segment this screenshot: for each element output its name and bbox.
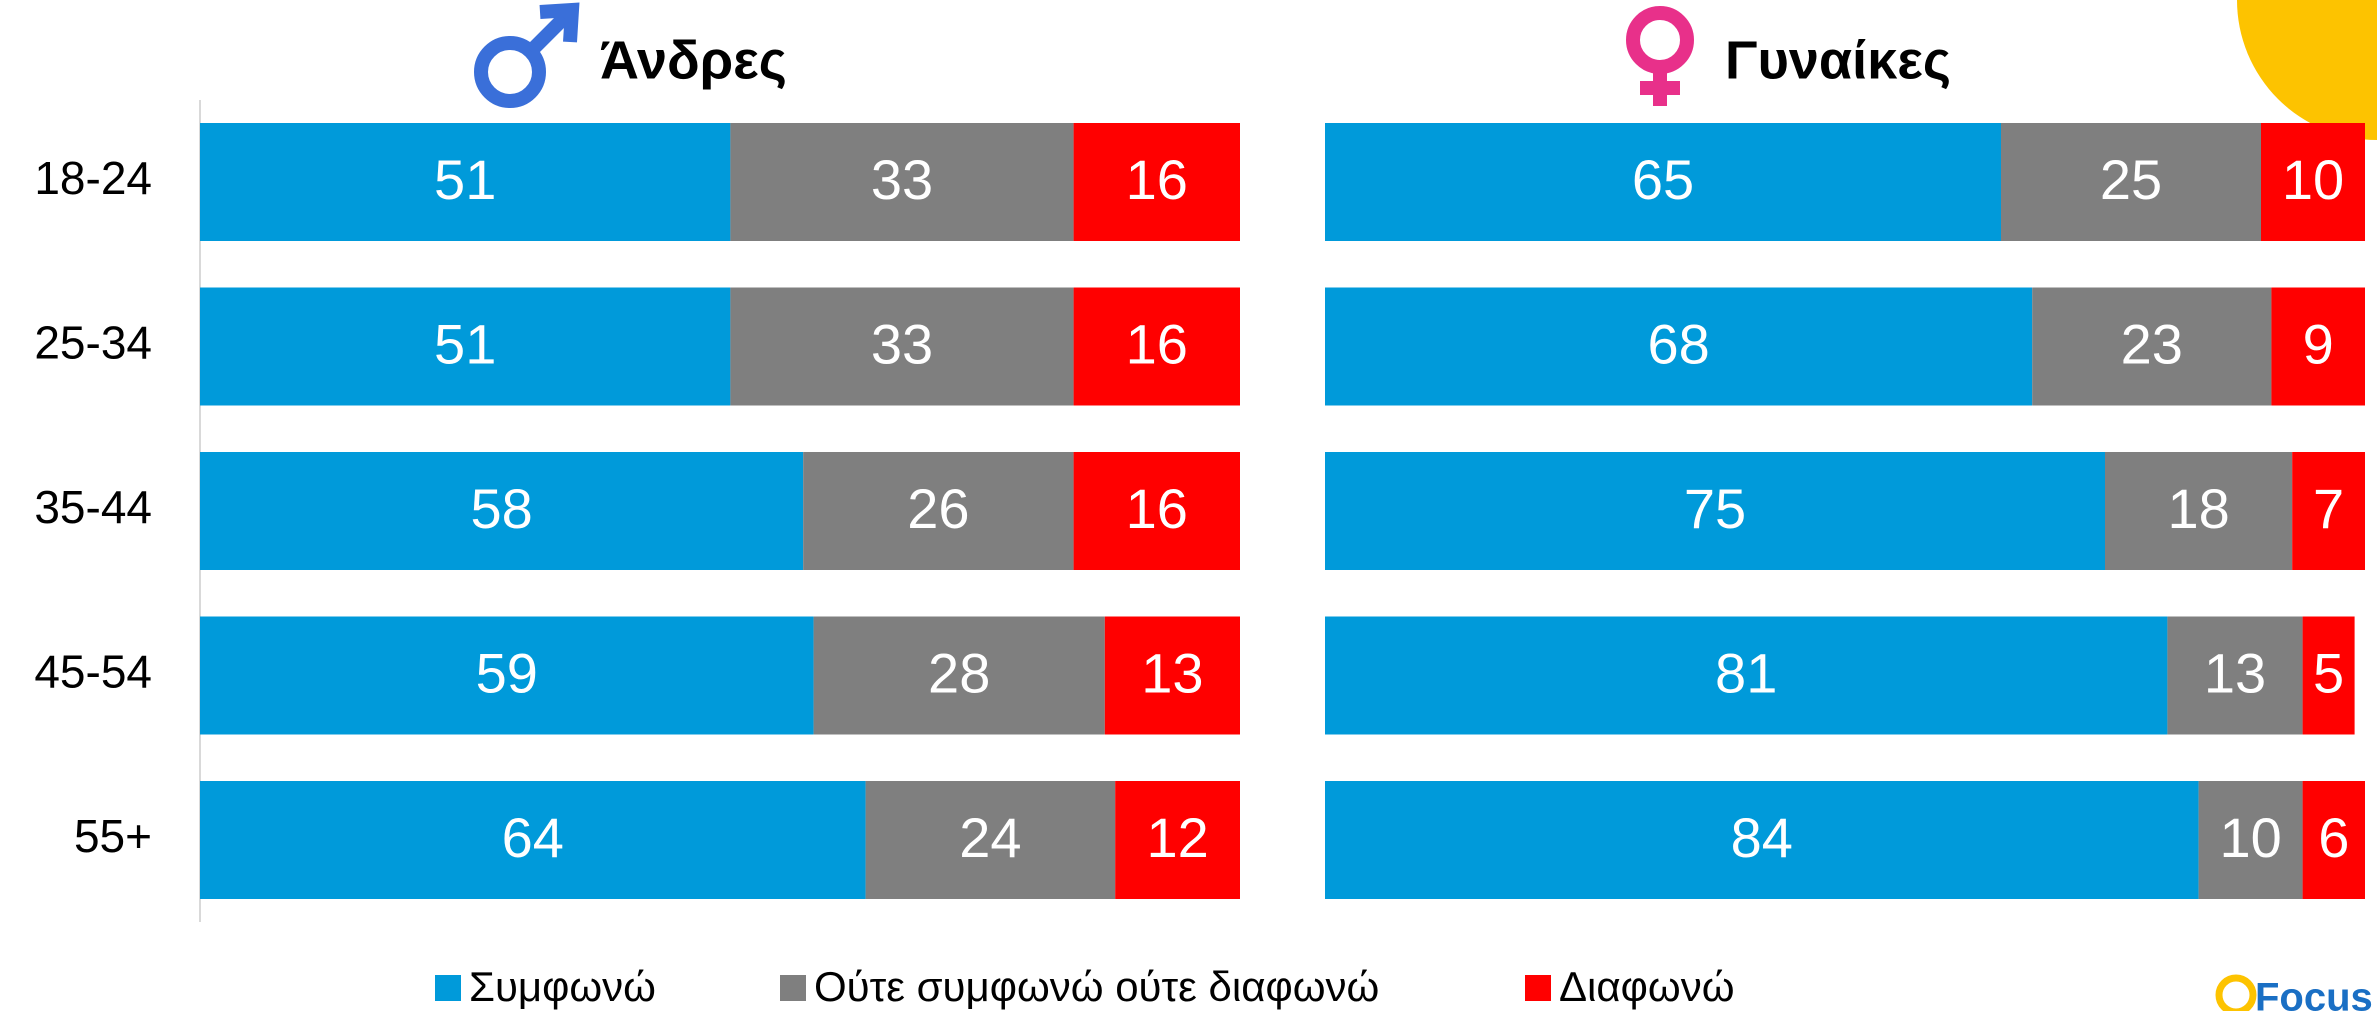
value-label: 25 (2100, 148, 2162, 211)
value-label: 58 (470, 477, 532, 540)
value-label: 10 (2219, 806, 2281, 869)
value-label: 16 (1126, 477, 1188, 540)
bar-segment (1115, 781, 1240, 899)
bar-segment (1325, 616, 2168, 735)
bar-segment (2302, 781, 2365, 899)
value-label: 12 (1146, 806, 1208, 869)
bar-segment (1325, 452, 2105, 570)
bar-segment (803, 452, 1074, 570)
value-label: 13 (2204, 641, 2266, 704)
value-label: 24 (959, 806, 1021, 869)
bar-segment (2302, 616, 2355, 735)
value-label: 68 (1647, 312, 1709, 375)
legend-swatch (780, 975, 806, 1001)
value-label: 5 (2313, 641, 2344, 704)
logo-text: Focus (2255, 976, 2373, 1011)
bar-segment (2001, 123, 2261, 241)
bar-segment (200, 781, 866, 899)
category-label: 18-24 (34, 152, 152, 204)
category-label: 35-44 (34, 481, 152, 533)
legend-swatch (1525, 975, 1551, 1001)
bar-segment (200, 287, 731, 406)
value-label: 16 (1126, 148, 1188, 211)
value-label: 33 (871, 148, 933, 211)
value-label: 13 (1141, 641, 1203, 704)
value-label: 28 (928, 641, 990, 704)
bar-segment (1325, 287, 2033, 406)
value-label: 10 (2282, 148, 2344, 211)
category-label: 45-54 (34, 646, 152, 698)
value-label: 59 (476, 641, 538, 704)
bar-segment (1073, 123, 1240, 241)
legend-label: Ούτε συμφωνώ ούτε διαφωνώ (814, 963, 1379, 1010)
value-label: 81 (1715, 641, 1777, 704)
value-label: 7 (2313, 477, 2344, 540)
legend-swatch (435, 975, 461, 1001)
value-label: 16 (1126, 312, 1188, 375)
value-label: 65 (1632, 148, 1694, 211)
value-label: 51 (434, 312, 496, 375)
bar-segment (730, 123, 1074, 241)
female-icon (1626, 6, 1694, 106)
logo-circle (2237, 0, 2377, 140)
value-label: 75 (1684, 477, 1746, 540)
bar-segment (200, 123, 731, 241)
legend-label: Διαφωνώ (1559, 963, 1735, 1010)
bar-segment (1325, 123, 2001, 241)
legend-label: Συμφωνώ (469, 963, 656, 1010)
bar-segment (2271, 287, 2365, 406)
bar-segment (2032, 287, 2272, 406)
male-icon (474, 2, 580, 108)
bar-segment (200, 452, 804, 570)
bar-segment (2167, 616, 2303, 735)
bar-segment (2261, 123, 2365, 241)
value-label: 23 (2121, 312, 2183, 375)
bar-segment (730, 287, 1074, 406)
panel-title: Γυναίκες (1725, 30, 1951, 90)
value-label: 26 (907, 477, 969, 540)
bar-segment (2105, 452, 2293, 570)
category-label: 55+ (74, 810, 152, 862)
value-label: 51 (434, 148, 496, 211)
bar-segment (2198, 781, 2303, 899)
value-label: 64 (502, 806, 564, 869)
value-label: 33 (871, 312, 933, 375)
value-label: 9 (2303, 312, 2334, 375)
logo-ring (2215, 974, 2257, 1011)
bar-segment (200, 616, 814, 735)
bar-segment (1073, 452, 1240, 570)
bar-segment (1104, 616, 1240, 735)
value-label: 6 (2318, 806, 2349, 869)
bar-segment (865, 781, 1116, 899)
value-label: 18 (2167, 477, 2229, 540)
panel-title: Άνδρες (600, 30, 787, 90)
category-label: 25-34 (34, 317, 152, 369)
bar-segment (813, 616, 1105, 735)
bar-segment (1325, 781, 2199, 899)
bar-segment (1073, 287, 1240, 406)
value-label: 84 (1731, 806, 1793, 869)
bar-segment (2292, 452, 2365, 570)
